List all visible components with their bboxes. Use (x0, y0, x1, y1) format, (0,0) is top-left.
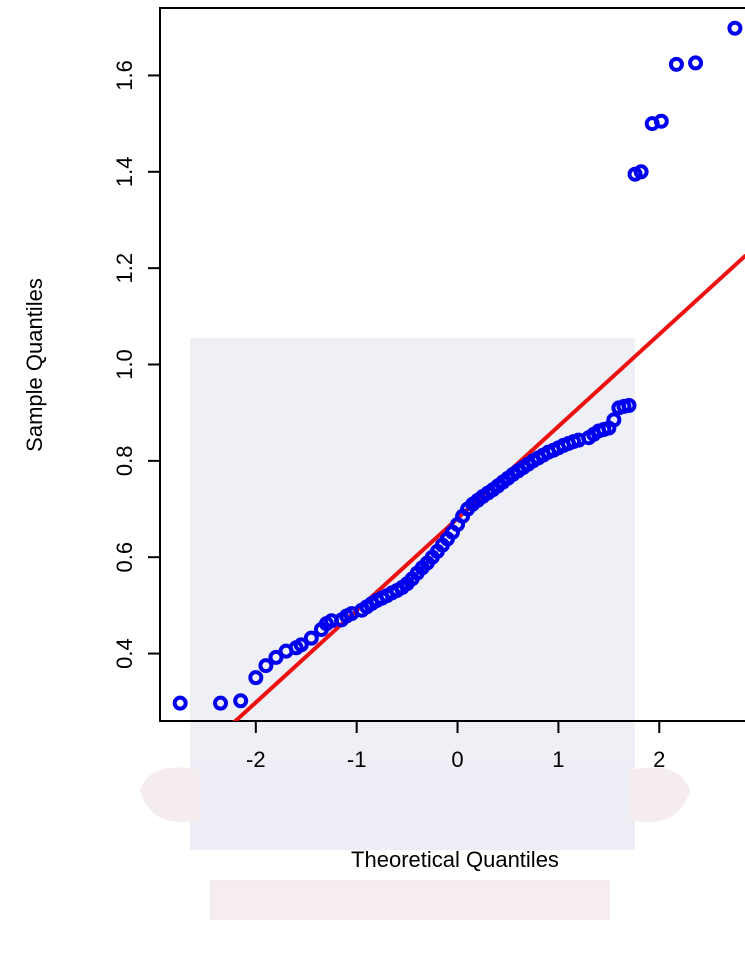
x-tick-label: 1 (552, 747, 564, 772)
data-point (233, 693, 249, 709)
y-tick-label: 0.4 (112, 638, 137, 669)
y-tick-label: 0.6 (112, 542, 137, 573)
y-tick-label: 0.8 (112, 446, 137, 477)
data-points (172, 20, 743, 711)
x-axis-title: Theoretical Quantiles (351, 847, 559, 872)
x-axis: -2 -1 0 1 2 (246, 721, 665, 772)
y-tick-label: 1.4 (112, 157, 137, 188)
x-tick-label: -1 (347, 747, 367, 772)
y-tick-label: 1.2 (112, 253, 137, 284)
data-point (633, 164, 649, 180)
data-point (248, 670, 264, 686)
y-tick-label: 1.6 (112, 60, 137, 91)
x-tick-label: 0 (451, 747, 463, 772)
y-axis: 0.4 0.6 0.8 1.0 1.2 1.4 1.6 (112, 60, 160, 669)
x-tick-label: -2 (246, 747, 266, 772)
data-point (172, 695, 188, 711)
data-point (668, 56, 684, 72)
data-point (727, 20, 743, 36)
data-point (258, 658, 274, 674)
data-point (688, 55, 704, 71)
data-point (268, 649, 284, 665)
y-tick-label: 1.0 (112, 349, 137, 380)
x-tick-label: 2 (653, 747, 665, 772)
data-point (606, 412, 622, 428)
data-point (293, 637, 309, 653)
data-point (213, 695, 229, 711)
data-point (621, 397, 637, 413)
data-point (653, 113, 669, 129)
data-point (303, 630, 319, 646)
y-axis-title: Sample Quantiles (22, 278, 47, 452)
